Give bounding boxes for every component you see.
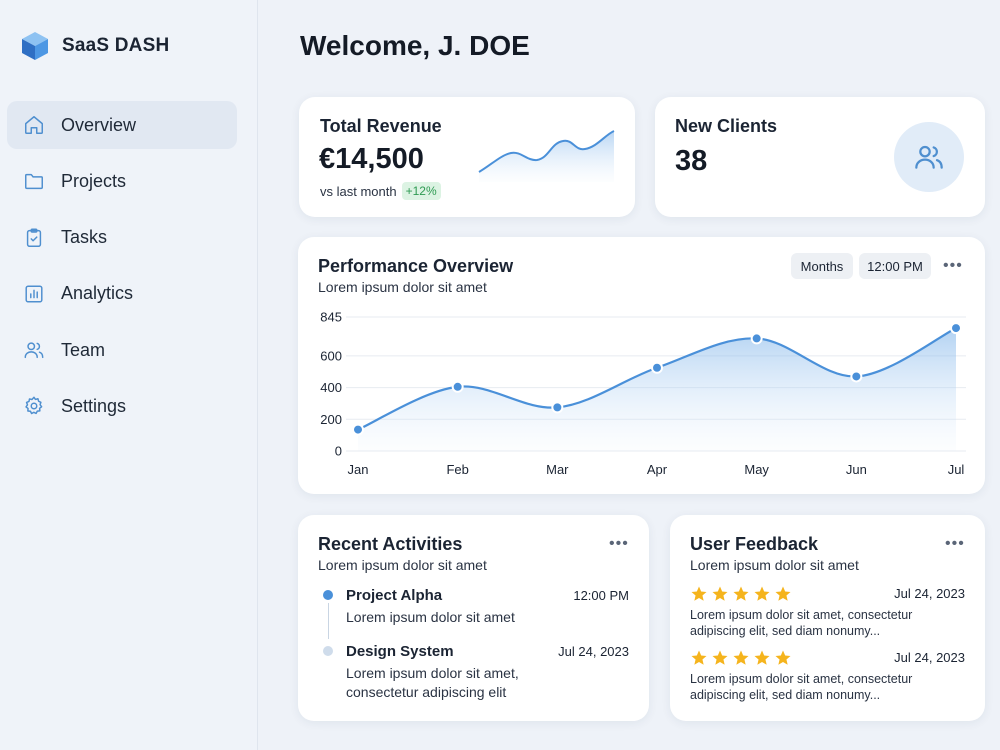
card-title: User Feedback (690, 534, 819, 554)
activity-time: Jul 24, 2023 (558, 644, 629, 659)
x-tick-label: Mar (546, 462, 569, 477)
more-horizontal-icon[interactable]: ••• (943, 257, 963, 274)
chart-point[interactable] (352, 423, 364, 436)
cube-logo-icon (22, 32, 48, 60)
x-tick-label: Feb (446, 462, 468, 477)
activity-time: 12:00 PM (573, 588, 629, 603)
timeline-line (327, 603, 329, 639)
activity-desc: consectetur adipiscing elit (346, 684, 507, 700)
chart-point[interactable] (651, 361, 663, 374)
star-icon (754, 586, 770, 601)
time-select-button[interactable]: 12:00 PM (859, 253, 931, 279)
star-icon (775, 650, 791, 665)
y-tick-label: 0 (335, 444, 342, 459)
x-tick-label: Apr (647, 462, 668, 477)
activity-desc: Lorem ipsum dolor sit amet, (346, 665, 519, 681)
y-tick-label: 845 (320, 310, 342, 325)
folder-icon (23, 170, 45, 192)
sidebar-item-overview[interactable]: Overview (7, 101, 237, 149)
sparkline-area (479, 131, 614, 182)
sidebar-item-label: Projects (61, 170, 127, 191)
chart-point[interactable] (451, 380, 464, 393)
feedback-text: adipiscing elit, sed diam nonumy... (690, 688, 881, 702)
more-horizontal-icon[interactable]: ••• (609, 535, 629, 552)
period-select-button[interactable]: Months (791, 253, 853, 279)
card-title: Performance Overview (318, 256, 514, 276)
chart-point[interactable] (551, 401, 564, 414)
chart-point[interactable] (850, 370, 863, 383)
more-horizontal-icon[interactable]: ••• (945, 535, 965, 552)
star-icon (691, 586, 707, 601)
new-clients-card[interactable]: New Clients 38 (655, 97, 985, 217)
sidebar-item-label: Analytics (61, 283, 134, 304)
compare-label: vs last month (320, 183, 397, 199)
y-tick-label: 600 (320, 348, 342, 363)
sidebar-item-team[interactable]: Team (7, 326, 237, 374)
clients-value: 38 (675, 145, 708, 177)
users-icon (894, 122, 964, 192)
sidebar-item-label: Team (61, 339, 106, 360)
feedback-date: Jul 24, 2023 (894, 586, 965, 601)
y-tick-label: 400 (320, 380, 342, 395)
bar-chart-icon (23, 283, 45, 305)
sparkline-line (478, 130, 615, 173)
sidebar-item-tasks[interactable]: Tasks (7, 214, 237, 262)
star-icon (754, 650, 770, 665)
brand[interactable]: SaaS DASH (20, 30, 169, 62)
star-rating (690, 649, 792, 667)
card-title: New Clients (675, 116, 778, 136)
total-revenue-card[interactable]: Total Revenue €14,500 vs last month +12% (299, 97, 635, 217)
feedback-text: adipiscing elit, sed diam nonumy... (690, 624, 881, 638)
x-tick-label: Jul (948, 462, 965, 477)
feedback-text: Lorem ipsum dolor sit amet, consectetur (690, 608, 913, 622)
revenue-compare: vs last month +12% (320, 182, 441, 200)
card-title: Total Revenue (320, 116, 442, 136)
card-subtitle: Lorem ipsum dolor sit amet (318, 557, 487, 573)
performance-overview-card: 0 200 400 600 845 Jan Feb Mar Apr May Jun Jul Perf… (298, 237, 985, 494)
sidebar-item-projects[interactable]: Projects (7, 157, 237, 205)
card-subtitle: Lorem ipsum dolor sit amet (690, 557, 859, 573)
sidebar-item-label: Tasks (61, 227, 108, 248)
sidebar: SaaS DASH Overview Projects Tasks Analyt… (0, 0, 258, 750)
home-icon (23, 114, 45, 136)
x-tick-label: Jun (846, 462, 867, 477)
activity-title: Project Alpha (346, 587, 443, 604)
feedback-text: Lorem ipsum dolor sit amet, consectetur (690, 672, 913, 686)
card-title: Recent Activities (318, 534, 463, 554)
star-icon (691, 650, 707, 665)
user-feedback-card: User Feedback Lorem ipsum dolor sit amet… (670, 515, 985, 721)
sidebar-item-label: Overview (61, 114, 137, 135)
gear-icon (23, 395, 45, 417)
chart-point[interactable] (950, 322, 962, 335)
star-rating (690, 585, 792, 603)
recent-activities-card: Recent Activities Lorem ipsum dolor sit … (298, 515, 649, 721)
sidebar-item-settings[interactable]: Settings (7, 382, 237, 430)
performance-chart: 0 200 400 600 845 Jan Feb Mar Apr May Jun Jul (320, 310, 966, 477)
revenue-value: €14,500 (319, 143, 424, 175)
star-icon (712, 586, 728, 601)
activity-title: Design System (346, 643, 454, 660)
x-tick-label: May (744, 462, 769, 477)
sidebar-item-analytics[interactable]: Analytics (7, 270, 237, 318)
clipboard-icon (23, 227, 45, 249)
users-icon (23, 339, 45, 361)
star-icon (733, 650, 749, 665)
page-title: Welcome, J. DOE (300, 30, 530, 61)
brand-name: SaaS DASH (62, 35, 170, 56)
chart-point[interactable] (750, 332, 763, 345)
activity-desc: Lorem ipsum dolor sit amet (346, 609, 515, 625)
x-tick-label: Jan (348, 462, 369, 477)
change-badge: +12% (401, 182, 441, 200)
feedback-date: Jul 24, 2023 (894, 650, 965, 665)
sidebar-item-label: Settings (61, 395, 127, 416)
star-icon (733, 586, 749, 601)
star-icon (775, 586, 791, 601)
timeline-dot (323, 646, 333, 656)
sidebar-nav: Overview Projects Tasks Analytics Team (7, 101, 237, 439)
timeline-dot (323, 590, 333, 600)
card-subtitle: Lorem ipsum dolor sit amet (318, 279, 487, 295)
y-tick-label: 200 (320, 412, 342, 427)
star-icon (712, 650, 728, 665)
revenue-sparkline (478, 130, 615, 182)
